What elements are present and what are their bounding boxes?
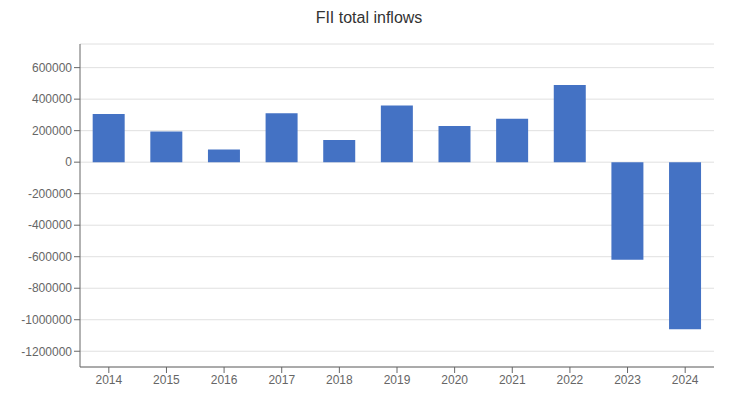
svg-text:400000: 400000 (32, 92, 72, 106)
svg-text:2018: 2018 (326, 373, 353, 387)
svg-text:2020: 2020 (441, 373, 468, 387)
svg-text:2024: 2024 (672, 373, 699, 387)
svg-text:2023: 2023 (614, 373, 641, 387)
svg-text:0: 0 (65, 155, 72, 169)
svg-text:2022: 2022 (557, 373, 584, 387)
svg-text:600000: 600000 (32, 61, 72, 75)
svg-text:2019: 2019 (384, 373, 411, 387)
svg-text:-200000: -200000 (28, 187, 72, 201)
svg-text:-800000: -800000 (28, 281, 72, 295)
svg-text:-1000000: -1000000 (21, 313, 72, 327)
svg-text:2014: 2014 (95, 373, 122, 387)
svg-text:-400000: -400000 (28, 218, 72, 232)
svg-text:200000: 200000 (32, 124, 72, 138)
svg-text:-1200000: -1200000 (21, 345, 72, 359)
svg-text:2016: 2016 (211, 373, 238, 387)
svg-text:2021: 2021 (499, 373, 526, 387)
html-text:FII total inflows: FII total inflows (315, 9, 423, 26)
svg-text:2015: 2015 (153, 373, 180, 387)
svg-text:2017: 2017 (268, 373, 295, 387)
svg-text:-600000: -600000 (28, 250, 72, 264)
